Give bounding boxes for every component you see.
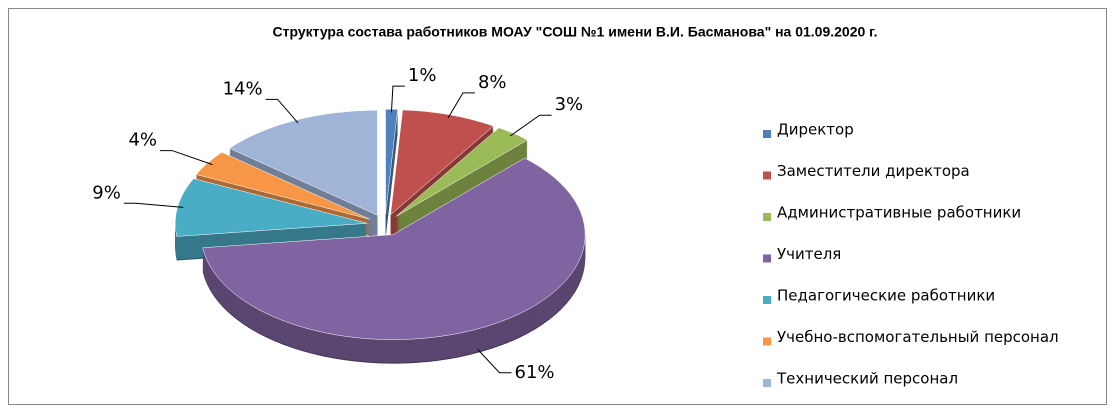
leader-line bbox=[123, 202, 184, 208]
leader-line bbox=[265, 98, 299, 124]
data-label: 1% bbox=[408, 65, 437, 86]
data-label: 61% bbox=[515, 362, 555, 383]
legend-swatch bbox=[763, 130, 771, 138]
legend-label: Директор bbox=[777, 121, 854, 139]
legend-swatch bbox=[763, 213, 771, 221]
legend-swatch bbox=[763, 171, 771, 180]
legend-label: Заместители директора bbox=[777, 162, 970, 180]
legend-label: Учителя bbox=[777, 245, 841, 263]
legend-swatch bbox=[763, 296, 771, 304]
leader-line bbox=[390, 85, 405, 113]
data-label: 4% bbox=[128, 130, 157, 151]
slice bbox=[202, 157, 586, 340]
legend-label: Технический персонал bbox=[776, 370, 958, 388]
legend-swatch bbox=[763, 337, 771, 346]
chart-title: Структура состава работников МОАУ "СОШ №… bbox=[272, 24, 877, 40]
data-label: 3% bbox=[555, 94, 584, 115]
leader-line bbox=[160, 150, 213, 166]
legend-label: Педагогические работники bbox=[777, 287, 995, 305]
legend-swatch bbox=[763, 379, 771, 387]
data-label: 14% bbox=[223, 78, 263, 99]
data-label: 8% bbox=[478, 72, 507, 93]
data-label: 9% bbox=[92, 182, 121, 203]
leader-line bbox=[477, 349, 512, 374]
leader-line bbox=[509, 114, 552, 137]
legend-label: Административные работники bbox=[777, 204, 1021, 222]
leader-line bbox=[447, 92, 475, 119]
legend-swatch bbox=[763, 254, 771, 263]
legend-label: Учебно-вспомогательный персонал bbox=[777, 328, 1059, 346]
